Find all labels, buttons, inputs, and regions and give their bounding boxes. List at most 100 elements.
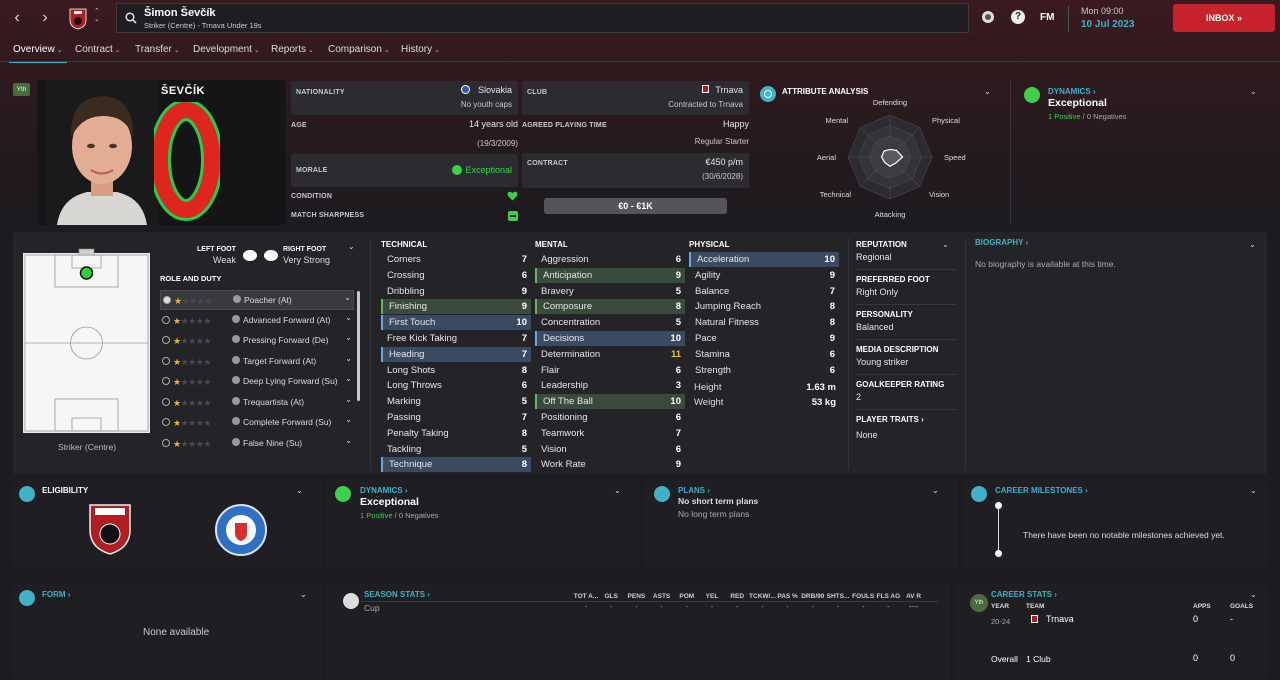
updown-icon[interactable]: ⌃ ⌄: [94, 8, 100, 23]
chevron-down-icon[interactable]: ⌄: [614, 486, 621, 495]
role-radio[interactable]: [162, 377, 170, 385]
attribute-row[interactable]: Free Kick Taking 7: [381, 331, 531, 346]
club-crest-icon[interactable]: [68, 8, 88, 30]
season-stat-column-header[interactable]: AV R: [906, 593, 922, 600]
season-stat-column-header[interactable]: ASTS: [652, 593, 671, 600]
attribute-row[interactable]: Decisions 10: [535, 331, 685, 346]
season-stat-column-header[interactable]: RED: [730, 593, 745, 600]
info-icon[interactable]: [232, 396, 240, 405]
attribute-row[interactable]: Dribbling 9: [381, 284, 531, 299]
role-row[interactable]: ★★★★★ Poacher (At) ⌄: [160, 290, 354, 310]
chevron-down-icon[interactable]: ⌄: [1250, 590, 1257, 599]
dynamics-mid-title[interactable]: DYNAMICS ›: [360, 486, 408, 495]
chevron-down-icon[interactable]: ⌄: [932, 486, 939, 495]
chevron-down-icon[interactable]: ⌄: [348, 242, 355, 251]
attribute-row[interactable]: Work Rate 9: [535, 457, 685, 472]
chevron-down-icon[interactable]: ⌄: [345, 374, 352, 383]
role-scrollbar[interactable]: [357, 291, 360, 401]
career-stats-title[interactable]: CAREER STATS ›: [991, 590, 1057, 599]
attribute-row[interactable]: Marking 5: [381, 394, 531, 409]
attribute-row[interactable]: Passing 7: [381, 410, 531, 425]
tab-overview[interactable]: Overview ⌄: [9, 44, 67, 63]
attribute-row[interactable]: Off The Ball 10: [535, 394, 685, 410]
role-row[interactable]: ★★★★★ Trequartista (At) ⌄: [160, 393, 354, 413]
club-box[interactable]: CLUB Trnava Contracted to Trnava: [522, 81, 749, 115]
help-icon[interactable]: ?: [1011, 10, 1025, 24]
attribute-row[interactable]: Determination 11: [535, 347, 685, 362]
dynamics-title[interactable]: DYNAMICS ›: [1048, 87, 1096, 96]
attribute-row[interactable]: Bravery 5: [535, 284, 685, 299]
chevron-down-icon[interactable]: ⌄: [345, 415, 352, 424]
chevron-down-icon[interactable]: ⌄: [984, 87, 991, 96]
attribute-row[interactable]: Flair 6: [535, 363, 685, 378]
milestones-title[interactable]: CAREER MILESTONES ›: [995, 486, 1088, 495]
role-radio[interactable]: [162, 356, 170, 365]
chevron-down-icon[interactable]: ⌄: [345, 312, 352, 322]
season-stat-column-header[interactable]: SHTS...: [826, 593, 850, 600]
season-stat-column-header[interactable]: GLS: [604, 593, 618, 600]
role-radio[interactable]: [162, 397, 170, 406]
info-icon[interactable]: [232, 335, 240, 343]
player-header-box[interactable]: Šimon Ševčík Striker (Centre) - Trnava U…: [116, 3, 969, 33]
form-title[interactable]: FORM ›: [42, 590, 70, 599]
info-icon[interactable]: [232, 355, 240, 364]
attribute-row[interactable]: Agility 9: [689, 268, 839, 283]
season-stat-column-header[interactable]: FOULS: [852, 593, 875, 600]
season-stat-column-header[interactable]: PAS %: [777, 593, 798, 600]
role-row[interactable]: ★★★★★ Pressing Forward (De) ⌄: [160, 331, 354, 351]
attribute-row[interactable]: Pace 9: [689, 331, 839, 346]
season-stats-title[interactable]: SEASON STATS ›: [364, 590, 430, 599]
chevron-down-icon[interactable]: ⌄: [345, 353, 352, 363]
attribute-row[interactable]: Vision 6: [535, 442, 685, 457]
season-stat-column-header[interactable]: YEL: [705, 593, 719, 600]
attribute-row[interactable]: First Touch 10: [381, 315, 531, 331]
season-stat-column-header[interactable]: TCKW/...: [749, 593, 776, 600]
role-row[interactable]: ★★★★★ False Nine (Su) ⌄: [160, 434, 354, 454]
attribute-row[interactable]: Long Shots 8: [381, 363, 531, 378]
attribute-row[interactable]: Jumping Reach 8: [689, 299, 839, 314]
role-row[interactable]: ★★★★★ Deep Lying Forward (Su) ⌄: [160, 372, 354, 392]
tab-transfer[interactable]: Transfer ⌄: [135, 44, 180, 55]
attribute-row[interactable]: Concentration 5: [535, 315, 685, 330]
role-row[interactable]: ★★★★★ Advanced Forward (At) ⌄: [160, 311, 354, 331]
plans-title[interactable]: PLANS ›: [678, 486, 710, 495]
chevron-down-icon[interactable]: ⌄: [1249, 240, 1256, 249]
role-row[interactable]: ★★★★★ Complete Forward (Su) ⌄: [160, 413, 354, 433]
attribute-row[interactable]: Aggression 6: [535, 252, 685, 267]
career-team[interactable]: Trnava: [1046, 614, 1074, 624]
season-stat-column-header[interactable]: TOT A...: [573, 593, 599, 600]
attribute-row[interactable]: Positioning 6: [535, 410, 685, 425]
role-radio[interactable]: [162, 418, 170, 426]
info-icon[interactable]: [232, 314, 240, 323]
season-stat-column-header[interactable]: FLS AG: [876, 593, 901, 600]
attribute-row[interactable]: Teamwork 7: [535, 426, 685, 441]
trophy-icon[interactable]: [981, 10, 995, 24]
tab-development[interactable]: Development ⌄: [193, 44, 260, 55]
attribute-row[interactable]: Leadership 3: [535, 378, 685, 393]
attribute-row[interactable]: Anticipation 9: [535, 267, 685, 283]
tab-reports[interactable]: Reports ⌄: [271, 44, 314, 55]
attribute-row[interactable]: Stamina 6: [689, 347, 839, 362]
season-stat-column-header[interactable]: POM: [679, 593, 695, 600]
attribute-row[interactable]: Composure 8: [535, 299, 685, 315]
role-radio[interactable]: [162, 438, 170, 447]
season-stat-column-header[interactable]: PENS: [627, 593, 646, 600]
chevron-down-icon[interactable]: ⌄: [300, 590, 307, 599]
tab-contract[interactable]: Contract ⌄: [75, 44, 121, 55]
attribute-row[interactable]: Heading 7: [381, 346, 531, 362]
attribute-row[interactable]: Natural Fitness 8: [689, 315, 839, 330]
slovakia-fa-crest-icon[interactable]: [214, 503, 268, 557]
role-radio[interactable]: [162, 336, 170, 344]
value-range-bar[interactable]: €0 - €1K: [544, 198, 727, 214]
info-icon[interactable]: [232, 376, 240, 384]
nationality-value[interactable]: Slovakia: [477, 85, 512, 95]
chevron-down-icon[interactable]: ⌄: [296, 486, 303, 495]
chevron-down-icon[interactable]: ⌄: [345, 394, 352, 404]
role-row[interactable]: ★★★★★ Target Forward (At) ⌄: [160, 352, 354, 372]
forward-icon[interactable]: ›: [42, 9, 48, 26]
contract-box[interactable]: CONTRACT €450 p/m (30/6/2028): [522, 153, 749, 188]
chevron-down-icon[interactable]: ⌄: [942, 240, 949, 249]
chevron-down-icon[interactable]: ⌄: [344, 293, 351, 302]
attribute-row[interactable]: Tackling 5: [381, 442, 531, 457]
game-date[interactable]: 10 Jul 2023: [1081, 19, 1135, 30]
